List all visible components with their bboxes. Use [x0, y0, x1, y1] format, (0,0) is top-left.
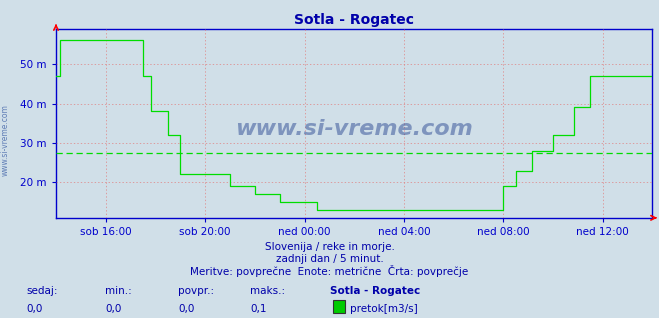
Text: 0,0: 0,0 — [178, 304, 194, 314]
Text: zadnji dan / 5 minut.: zadnji dan / 5 minut. — [275, 254, 384, 264]
Text: www.si-vreme.com: www.si-vreme.com — [1, 104, 10, 176]
Text: povpr.:: povpr.: — [178, 286, 214, 296]
Text: sedaj:: sedaj: — [26, 286, 58, 296]
Text: Sotla - Rogatec: Sotla - Rogatec — [330, 286, 420, 296]
Text: Meritve: povprečne  Enote: metrične  Črta: povprečje: Meritve: povprečne Enote: metrične Črta:… — [190, 265, 469, 277]
Text: Slovenija / reke in morje.: Slovenija / reke in morje. — [264, 242, 395, 252]
Text: 0,0: 0,0 — [26, 304, 43, 314]
Text: 0,0: 0,0 — [105, 304, 122, 314]
Title: Sotla - Rogatec: Sotla - Rogatec — [294, 13, 415, 27]
Text: min.:: min.: — [105, 286, 132, 296]
Text: pretok[m3/s]: pretok[m3/s] — [350, 304, 418, 314]
Text: 0,1: 0,1 — [250, 304, 267, 314]
Text: maks.:: maks.: — [250, 286, 285, 296]
Text: www.si-vreme.com: www.si-vreme.com — [235, 119, 473, 139]
